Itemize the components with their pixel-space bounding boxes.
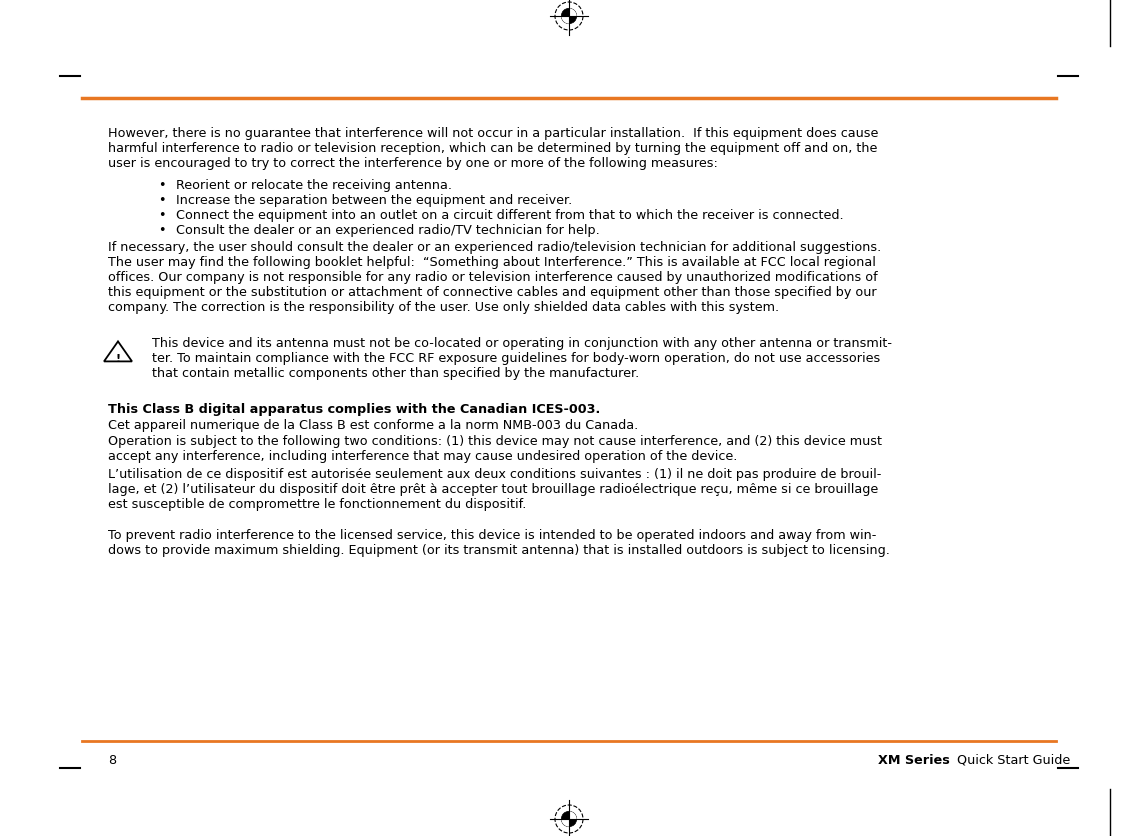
Text: Increase the separation between the equipment and receiver.: Increase the separation between the equi… — [176, 194, 572, 206]
Text: Reorient or relocate the receiving antenna.: Reorient or relocate the receiving anten… — [176, 178, 452, 191]
Text: Quick Start Guide: Quick Start Guide — [953, 753, 1070, 766]
Text: This Class B digital apparatus complies with the Canadian ICES-003.: This Class B digital apparatus complies … — [108, 402, 600, 415]
Circle shape — [561, 811, 577, 827]
Text: •: • — [158, 178, 165, 191]
Text: Operation is subject to the following two conditions: (1) this device may not ca: Operation is subject to the following tw… — [108, 435, 882, 463]
Text: Cet appareil numerique de la Class B est conforme a la norm NMB-003 du Canada.: Cet appareil numerique de la Class B est… — [108, 419, 638, 431]
Text: If necessary, the user should consult the dealer or an experienced radio/televis: If necessary, the user should consult th… — [108, 241, 881, 314]
Text: 8: 8 — [108, 753, 116, 766]
Wedge shape — [561, 819, 569, 827]
Text: Consult the dealer or an experienced radio/TV technician for help.: Consult the dealer or an experienced rad… — [176, 224, 600, 237]
Text: To prevent radio interference to the licensed service, this device is intended t: To prevent radio interference to the lic… — [108, 528, 890, 557]
Text: This device and its antenna must not be co-located or operating in conjunction w: This device and its antenna must not be … — [152, 337, 892, 380]
Text: !: ! — [115, 354, 121, 364]
Wedge shape — [569, 9, 577, 17]
Text: •: • — [158, 224, 165, 237]
Text: However, there is no guarantee that interference will not occur in a particular : However, there is no guarantee that inte… — [108, 127, 879, 170]
Text: •: • — [158, 194, 165, 206]
Wedge shape — [569, 811, 577, 819]
Text: L’utilisation de ce dispositif est autorisée seulement aux deux conditions suiva: L’utilisation de ce dispositif est autor… — [108, 467, 881, 510]
Text: •: • — [158, 209, 165, 222]
Circle shape — [561, 9, 577, 25]
Text: Connect the equipment into an outlet on a circuit different from that to which t: Connect the equipment into an outlet on … — [176, 209, 843, 222]
Text: XM Series: XM Series — [879, 753, 950, 766]
Wedge shape — [561, 17, 569, 25]
